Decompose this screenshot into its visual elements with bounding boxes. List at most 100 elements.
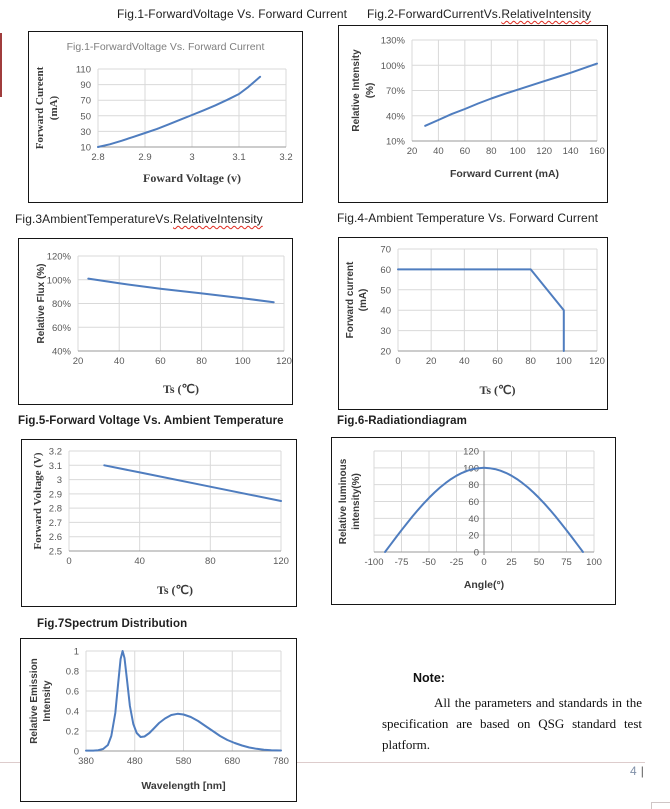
svg-text:-25: -25 [450, 557, 464, 568]
svg-text:50: 50 [80, 111, 91, 122]
fig6-header-text: Fig.6-Radiationdiagram [337, 415, 467, 427]
fig6-header: Fig.6-Radiationdiagram [337, 415, 467, 427]
svg-text:80: 80 [205, 556, 216, 567]
fig4-header: Fig.4-Ambient Temperature Vs. Forward Cu… [337, 211, 598, 225]
fig3-header-squiggle-text: RelativeIntensity [173, 212, 263, 226]
svg-text:100: 100 [556, 356, 572, 367]
svg-text:40: 40 [433, 146, 444, 157]
svg-text:120%: 120% [47, 252, 72, 263]
svg-text:70: 70 [80, 96, 91, 107]
svg-text:(%): (%) [365, 83, 376, 99]
svg-text:2.8: 2.8 [49, 504, 62, 515]
svg-text:Relative luminous: Relative luminous [338, 458, 349, 544]
svg-text:100%: 100% [381, 61, 406, 72]
fig5-header: Fig.5-Forward Voltage Vs. Ambient Temper… [18, 415, 284, 427]
page-number: 4 | [630, 764, 644, 778]
note-heading: Note: [413, 671, 445, 685]
fig5-plot: 0 40 80 120 2.5 2.6 2.7 2.8 2.9 3 3.1 3.2 Ts (℃) Forw… [32, 447, 289, 598]
svg-text:0.4: 0.4 [66, 707, 79, 718]
svg-text:Forward Current (mA): Forward Current (mA) [450, 168, 559, 180]
data-series-line [87, 277, 275, 304]
data-series-line [424, 62, 598, 127]
svg-text:110: 110 [76, 65, 91, 76]
svg-text:2.9: 2.9 [138, 152, 151, 163]
svg-text:120: 120 [273, 556, 289, 567]
svg-text:20: 20 [468, 531, 479, 542]
svg-text:780: 780 [273, 756, 289, 767]
svg-text:20: 20 [407, 146, 418, 157]
svg-text:40: 40 [134, 556, 145, 567]
fig7-plot: 380 480 580 680 780 0 0.2 0.4 0.6 0.8 1 Wavelength … [29, 647, 289, 793]
svg-text:80: 80 [196, 356, 207, 367]
fig1-header: Fig.1-ForwardVoltage Vs. Forward Current [117, 7, 347, 21]
svg-text:Ts (℃): Ts (℃) [163, 382, 199, 396]
svg-text:3: 3 [189, 152, 194, 163]
svg-text:60: 60 [380, 265, 391, 276]
svg-text:0.2: 0.2 [66, 727, 79, 738]
svg-text:(mA): (mA) [358, 289, 369, 312]
svg-text:0: 0 [74, 747, 79, 758]
svg-text:3.2: 3.2 [49, 447, 62, 458]
svg-text:3.2: 3.2 [279, 152, 292, 163]
svg-text:0.6: 0.6 [66, 687, 79, 698]
svg-text:2.8: 2.8 [91, 152, 104, 163]
svg-text:70: 70 [380, 245, 391, 256]
next-table-corner-vertical [651, 802, 652, 809]
svg-text:2.9: 2.9 [49, 489, 62, 500]
svg-text:100: 100 [235, 356, 251, 367]
svg-text:0.8: 0.8 [66, 667, 79, 678]
svg-text:160: 160 [589, 146, 605, 157]
fig6-chart: -100 -75 -50 -25 0 25 50 75 100 0 20 40 60 80 100 120 An… [331, 437, 616, 605]
page-number-value: 4 [630, 764, 637, 778]
page-number-separator: | [640, 764, 644, 778]
svg-text:100: 100 [586, 557, 602, 568]
fig3-plot: 20 40 60 80 100 120 40% 60% 80% 100% 120% Ts (℃) Rel… [36, 252, 292, 397]
svg-text:130%: 130% [381, 36, 406, 47]
revision-bar [0, 33, 2, 97]
svg-text:380: 380 [78, 756, 94, 767]
next-table-corner-horizontal [651, 802, 670, 803]
svg-text:0: 0 [481, 557, 486, 568]
svg-text:120: 120 [463, 447, 479, 458]
fig3-header-text: Fig.3AmbientTemperatureVs. [15, 212, 174, 226]
svg-text:2.7: 2.7 [49, 518, 62, 529]
svg-text:Wavelength [nm]: Wavelength [nm] [141, 780, 225, 792]
svg-text:70%: 70% [386, 86, 406, 97]
svg-text:Forward Cureent: Forward Cureent [34, 66, 46, 149]
svg-text:Relative Emission: Relative Emission [29, 658, 40, 744]
svg-text:3.1: 3.1 [232, 152, 245, 163]
svg-text:60: 60 [468, 497, 479, 508]
note-body: All the parameters and standards in the … [382, 695, 642, 752]
svg-text:Intensity: Intensity [42, 680, 53, 722]
svg-text:100%: 100% [47, 275, 72, 286]
svg-text:25: 25 [506, 557, 517, 568]
svg-text:intensity(%): intensity(%) [351, 473, 362, 530]
fig7-header: Fig.7Spectrum Distribution [37, 618, 187, 630]
fig4-chart: 0 20 40 60 80 100 120 20 30 40 50 60 70 Ts (℃) Forward… [338, 237, 608, 410]
fig2-header: Fig.2-ForwardCurrentVs.RelativeIntensity [367, 7, 591, 21]
fig4-header-text: Fig.4-Ambient Temperature Vs. Forward Cu… [337, 211, 599, 225]
svg-text:3: 3 [57, 475, 62, 486]
svg-text:120: 120 [536, 146, 552, 157]
fig7-chart: 380 480 580 680 780 0 0.2 0.4 0.6 0.8 1 Wavelength … [20, 638, 297, 802]
svg-text:80: 80 [468, 480, 479, 491]
svg-text:40: 40 [459, 356, 470, 367]
fig1-header-text: Fig.1-ForwardVoltage Vs. Forward Current [117, 7, 348, 21]
svg-text:60: 60 [155, 356, 166, 367]
svg-text:40: 40 [380, 306, 391, 317]
svg-text:Forward current: Forward current [345, 261, 356, 338]
svg-text:0: 0 [66, 556, 71, 567]
fig5-chart: 0 40 80 120 2.5 2.6 2.7 2.8 2.9 3 3.1 3.2 Ts (℃) Forw… [21, 439, 297, 607]
svg-text:60: 60 [492, 356, 503, 367]
svg-text:1: 1 [74, 647, 79, 658]
svg-text:480: 480 [127, 756, 143, 767]
fig2-plot: 20 40 60 80 100 120 140 160 10% 40% 70% 100% 130% For… [351, 36, 605, 181]
data-series-line [97, 75, 262, 148]
svg-text:Ts (℃): Ts (℃) [157, 583, 193, 597]
fig1-chart: 2.8 2.9 3 3.1 3.2 10 30 50 70 90 110 Foward Voltage… [28, 31, 303, 203]
svg-text:40%: 40% [386, 111, 406, 122]
svg-text:-75: -75 [395, 557, 409, 568]
svg-text:0: 0 [395, 356, 400, 367]
fig7-header-text: Fig.7Spectrum Distribution [37, 618, 188, 630]
data-series-line [384, 466, 584, 553]
